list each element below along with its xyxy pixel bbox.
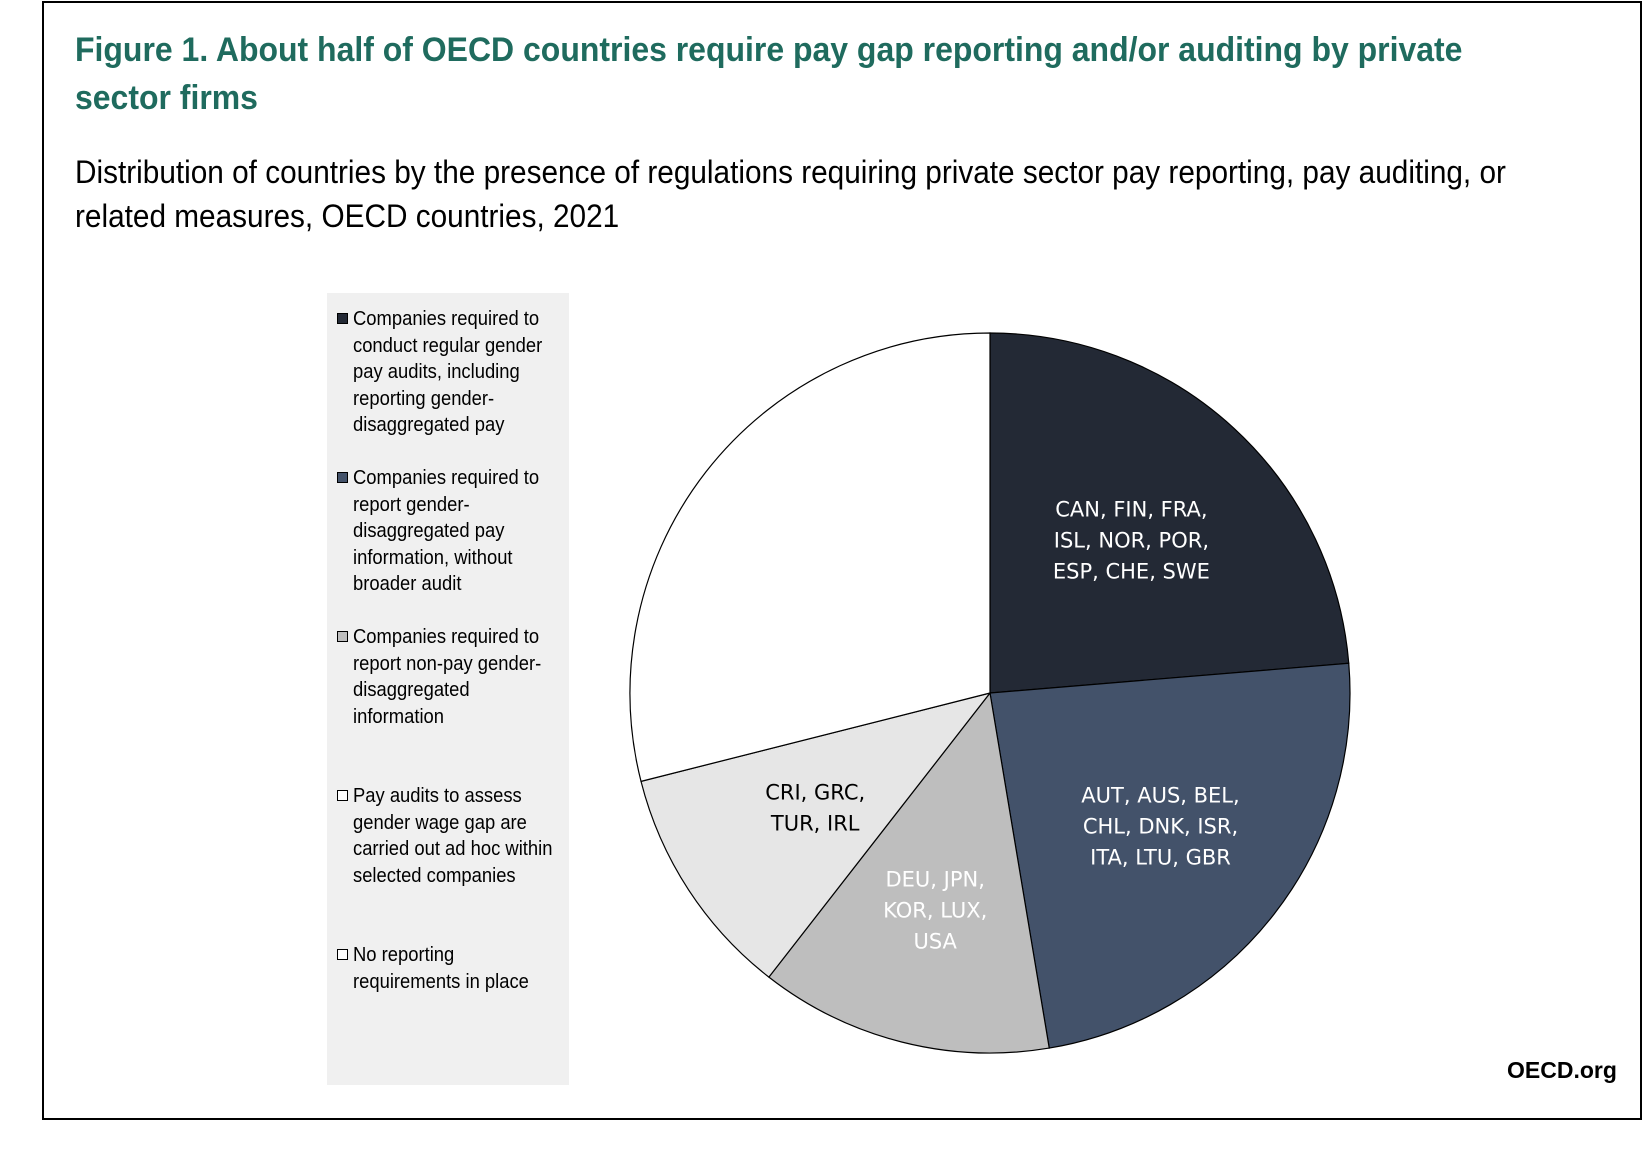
slice-data-label: USA	[913, 929, 957, 953]
slice-ad-hoc-audits	[640, 691, 992, 978]
slice-no-requirements	[629, 332, 991, 783]
slice-data-label: DEU, JPN,	[885, 867, 984, 891]
legend-item-regular-audits: Companies required to conduct regular ge…	[337, 306, 569, 439]
legend-label-pay-reporting: Companies required to report gender-disa…	[353, 467, 540, 595]
legend-item-non-pay-reporting: Companies required to report non-pay gen…	[337, 624, 569, 730]
slice-regular-audits	[989, 332, 1350, 694]
slice-data-label: CAN, FIN, FRA,	[1055, 497, 1207, 521]
legend-swatch-pay-reporting	[337, 472, 348, 483]
chart-legend: Companies required to conduct regular ge…	[327, 293, 569, 1085]
slice-data-label: ESP, CHE, SWE	[1053, 559, 1210, 583]
legend-label-regular-audits: Companies required to conduct regular ge…	[353, 308, 543, 436]
slice-data-label: KOR, LUX,	[883, 898, 987, 922]
legend-item-ad-hoc-audits: Pay audits to assess gender wage gap are…	[337, 783, 569, 889]
slice-data-label: ISL, NOR, POR,	[1054, 528, 1209, 552]
slice-data-label: ITA, LTU, GBR	[1090, 846, 1231, 870]
legend-label-ad-hoc-audits: Pay audits to assess gender wage gap are…	[353, 785, 553, 887]
legend-swatch-regular-audits	[337, 313, 348, 324]
legend-item-no-requirements: No reporting requirements in place	[337, 942, 569, 995]
slice-data-label: TUR, IRL	[770, 812, 860, 836]
figure-subtitle: Distribution of countries by the presenc…	[75, 154, 1506, 234]
legend-swatch-no-requirements	[337, 949, 348, 960]
legend-item-pay-reporting: Companies required to report gender-disa…	[337, 465, 569, 598]
figure-title: Figure 1. About half of OECD countries r…	[75, 31, 1463, 117]
slice-pay-reporting	[989, 662, 1351, 1049]
slice-data-label: CHL, DNK, ISR,	[1083, 815, 1238, 839]
legend-label-non-pay-reporting: Companies required to report non-pay gen…	[353, 626, 542, 728]
oecd-logo-text: OECD.org	[1507, 1057, 1617, 1083]
slice-data-label: AUT, AUS, BEL,	[1081, 784, 1239, 808]
slice-data-label: CRI, GRC,	[765, 781, 865, 805]
slice-non-pay-reporting	[768, 691, 1050, 1054]
legend-label-no-requirements: No reporting requirements in place	[353, 944, 529, 993]
legend-swatch-ad-hoc-audits	[337, 790, 348, 801]
legend-swatch-non-pay-reporting	[337, 631, 348, 642]
